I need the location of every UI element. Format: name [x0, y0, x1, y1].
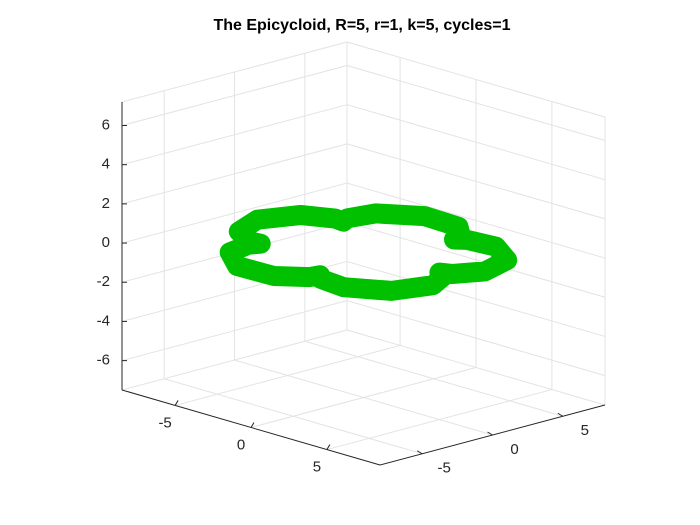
z-tick-label: 2	[102, 195, 110, 212]
y-tick-label: 5	[581, 422, 589, 439]
grid-line	[346, 300, 606, 377]
box-edge	[346, 329, 606, 406]
grid-line	[164, 378, 423, 455]
grid-line	[346, 221, 606, 298]
box-edge	[346, 41, 606, 118]
x-tick	[174, 400, 179, 406]
y-tick	[487, 431, 493, 436]
z-tick-label: -6	[97, 352, 110, 369]
grid-line	[346, 65, 606, 141]
y-tick-label: -5	[438, 460, 451, 477]
x-tick-label: 5	[313, 459, 321, 476]
x-tick-label: 0	[237, 436, 245, 453]
z-tick-label: 6	[102, 116, 110, 133]
grid-line	[234, 359, 493, 436]
y-tick-label: 0	[510, 441, 518, 458]
grid-line	[121, 104, 348, 166]
box-edge	[121, 329, 348, 391]
z-tick-label: -4	[97, 312, 110, 329]
x-tick	[250, 422, 255, 428]
grid-line	[346, 104, 606, 181]
grid-line	[121, 182, 348, 244]
z-tick-label: -2	[97, 273, 110, 290]
tube-curve	[219, 203, 518, 301]
x-tick	[326, 444, 331, 450]
grid-line	[121, 65, 348, 126]
grid-line	[346, 260, 606, 337]
grid-line	[304, 340, 563, 417]
z-tick-label: 0	[102, 234, 110, 251]
box-edge	[121, 41, 348, 103]
grid-line	[346, 182, 606, 259]
grid-line	[121, 300, 348, 362]
chart-title: The Epicycloid, R=5, r=1, k=5, cycles=1	[213, 17, 510, 34]
x-tick-label: -5	[158, 414, 171, 431]
y-tick	[416, 450, 423, 455]
y-tick	[557, 412, 564, 417]
z-tick-label: 4	[102, 156, 110, 173]
grid-line	[346, 143, 606, 220]
grid-line	[121, 143, 348, 205]
